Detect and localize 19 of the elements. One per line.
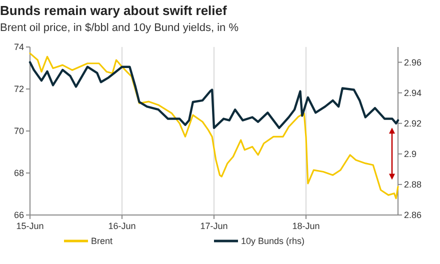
x-tick-label: 15-Jun — [16, 221, 44, 231]
y-tick-label: 70 — [14, 126, 24, 136]
y2-tick-label: 2.88 — [404, 180, 422, 190]
y2-tick-label: 2.96 — [404, 57, 422, 68]
legend-label: Brent — [91, 236, 114, 246]
y2-tick-label: 2.9 — [404, 149, 417, 160]
legend-label: 10y Bunds (rhs) — [241, 236, 305, 246]
y2-tick-label: 2.92 — [404, 118, 422, 129]
x-tick-label: 17-Jun — [200, 221, 228, 231]
y2-tick-label: 2.86 — [404, 210, 422, 220]
y2-tick-label: 2.94 — [404, 88, 422, 98]
chart-title: Bunds remain wary about swift relief — [0, 3, 228, 18]
x-tick-label: 18-Jun — [292, 221, 320, 231]
y-tick-label: 66 — [14, 210, 24, 220]
y-tick-label: 74 — [14, 42, 24, 52]
x-tick-label: 16-Jun — [108, 221, 136, 231]
y-tick-label: 72 — [14, 84, 24, 94]
chart-subtitle: Brent oil price, in $/bbl and 10y Bund yields, in % — [0, 22, 239, 34]
y-tick-label: 68 — [14, 168, 24, 178]
